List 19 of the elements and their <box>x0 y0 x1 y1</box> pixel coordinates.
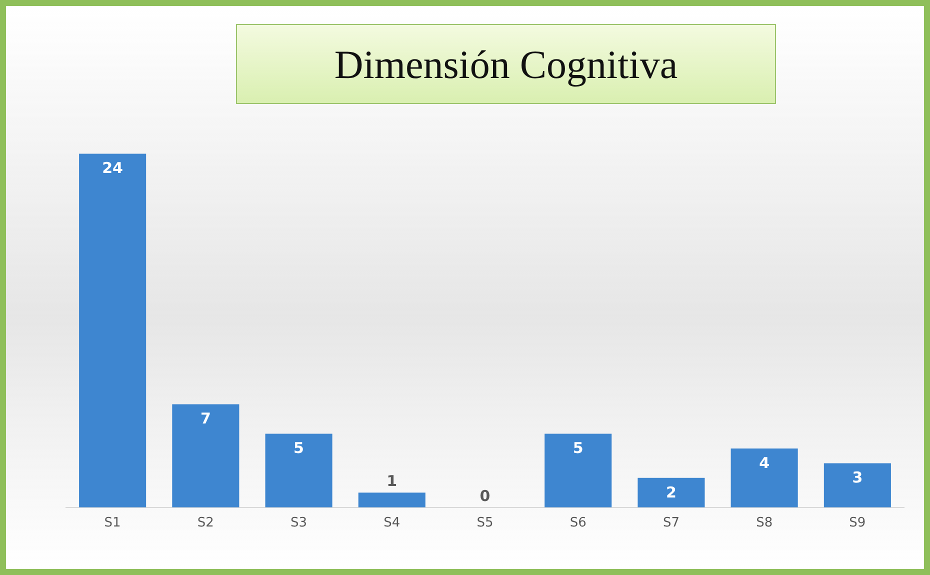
data-label: 5 <box>572 439 584 458</box>
x-tick-label: S6 <box>570 516 586 531</box>
chart-title: Dimensión Cognitiva <box>236 24 776 104</box>
data-label: 3 <box>852 468 863 487</box>
data-label: 24 <box>102 159 123 178</box>
x-tick-label: S5 <box>476 516 494 531</box>
data-label: 4 <box>759 454 770 472</box>
x-tick-label: S1 <box>104 516 121 531</box>
data-label: 7 <box>200 410 211 428</box>
data-label: 2 <box>666 483 676 502</box>
x-tick-label: S4 <box>384 516 400 531</box>
x-tick-label: S7 <box>662 516 680 531</box>
x-tick-label: S8 <box>756 516 773 531</box>
x-tick-label: S3 <box>290 516 308 531</box>
data-label: 0 <box>480 486 490 505</box>
data-label: 1 <box>386 472 398 490</box>
data-label: 5 <box>294 439 304 458</box>
x-tick-label: S2 <box>197 516 214 531</box>
x-tick-label: S9 <box>849 516 866 531</box>
